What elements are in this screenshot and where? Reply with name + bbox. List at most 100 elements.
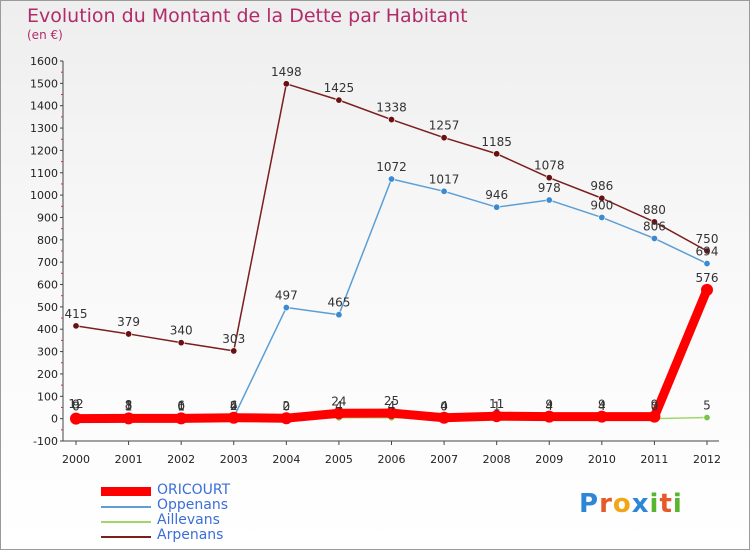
point-oricourt <box>280 412 293 425</box>
legend-label-aillevans: Aillevans <box>157 512 220 528</box>
brand-letter: i <box>649 489 660 519</box>
series-line-arpenans <box>75 83 708 352</box>
data-label-aillevans: 4 <box>388 399 396 413</box>
point-oricourt <box>122 412 135 425</box>
data-label-oppenans: 1017 <box>429 172 460 186</box>
data-label-oricourt: 576 <box>696 271 719 285</box>
point-oricourt <box>438 411 451 424</box>
data-label-arpenans: 880 <box>643 203 666 217</box>
y-tick-label: 100 <box>37 390 58 403</box>
data-label-oppenans: 12 <box>68 397 83 411</box>
brand-letter: t <box>659 489 673 519</box>
legend-item-arpenans[interactable]: Arpenans <box>101 527 301 545</box>
data-label-oppenans: 6 <box>177 398 185 412</box>
point-oppenans <box>282 304 290 312</box>
data-label-aillevans: 2 <box>230 399 238 413</box>
point-oricourt <box>543 410 556 423</box>
y-tick-label: 600 <box>37 279 58 292</box>
series-group <box>70 80 713 425</box>
x-tick-label: 2003 <box>220 453 248 466</box>
point-oppenans <box>493 203 501 211</box>
y-tick-label: 1500 <box>30 77 58 90</box>
point-oricourt <box>227 411 240 424</box>
data-label-arpenans: 340 <box>170 324 193 338</box>
point-arpenans <box>703 247 711 255</box>
data-label-aillevans: 9 <box>72 398 80 412</box>
y-tick-label: 300 <box>37 346 58 359</box>
x-tick-label: 2010 <box>588 453 616 466</box>
data-label-oricourt: 1 <box>125 399 133 413</box>
point-oricourt <box>595 410 608 423</box>
data-label-arpenans: 415 <box>65 307 88 321</box>
x-tick-label: 2001 <box>115 453 143 466</box>
data-label-arpenans: 1498 <box>271 65 302 79</box>
legend-item-oppenans[interactable]: Oppenans <box>101 497 301 515</box>
data-label-oricourt: 11 <box>489 397 504 411</box>
x-tick-label: 2011 <box>640 453 668 466</box>
point-arpenans <box>72 322 80 330</box>
point-oricourt <box>70 412 82 425</box>
y-tick-label: 400 <box>37 323 58 336</box>
legend-swatch-arpenans <box>101 536 151 538</box>
point-oppenans <box>545 196 553 204</box>
data-label-arpenans: 303 <box>222 332 245 346</box>
point-arpenans <box>335 96 343 104</box>
point-oricourt <box>175 412 188 425</box>
y-tick-label: 200 <box>37 368 58 381</box>
data-label-aillevans: 0 <box>177 400 185 414</box>
point-arpenans <box>230 347 238 355</box>
point-arpenans <box>493 150 501 158</box>
x-tick-label: 2004 <box>272 453 300 466</box>
point-arpenans <box>598 194 606 202</box>
data-label-oppenans: 694 <box>696 245 719 259</box>
point-arpenans <box>440 134 448 142</box>
point-oppenans <box>335 311 343 319</box>
proxiti-logo: Proxiti <box>579 489 683 519</box>
point-oricourt <box>490 410 503 423</box>
brand-letter: P <box>579 489 600 519</box>
legend-swatch-oricourt <box>101 487 151 496</box>
legend-label-arpenans: Arpenans <box>157 527 224 543</box>
point-oricourt <box>332 407 345 420</box>
data-label-arpenans: 1338 <box>376 101 407 115</box>
x-tick-label: 2006 <box>378 453 406 466</box>
point-oppenans <box>598 213 606 221</box>
data-label-oppenans: 6 <box>230 398 238 412</box>
data-label-aillevans: 3 <box>125 399 133 413</box>
data-label-oricourt: 9 <box>545 398 553 412</box>
data-label-arpenans: 1425 <box>324 81 355 95</box>
legend-item-aillevans[interactable]: Aillevans <box>101 512 301 530</box>
brand-letter: i <box>672 489 683 519</box>
data-label-arpenans: 379 <box>117 315 140 329</box>
data-label-oppenans: 946 <box>485 188 508 202</box>
data-label-oppenans: 8 <box>125 398 133 412</box>
data-label-aillevans: 4 <box>598 399 606 413</box>
data-label-oricourt: 1 <box>177 399 185 413</box>
data-label-arpenans: 750 <box>696 232 719 246</box>
legend-label-oppenans: Oppenans <box>157 497 229 513</box>
y-tick-label: 0 <box>51 413 58 426</box>
legend-item-oricourt[interactable]: ORICOURT <box>101 482 301 500</box>
data-label-oppenans: 978 <box>538 181 561 195</box>
x-tick-label: 2005 <box>325 453 353 466</box>
data-label-oppenans: 497 <box>275 289 298 303</box>
data-labels-group: 4153793403031498142513381257118510789868… <box>65 65 719 414</box>
point-arpenans <box>125 330 133 338</box>
brand-letter: x <box>631 489 650 519</box>
point-arpenans <box>650 218 658 226</box>
x-tick-label: 2000 <box>62 453 90 466</box>
data-label-oppenans: 806 <box>643 219 666 233</box>
point-oppenans <box>387 175 395 183</box>
data-label-aillevans: 5 <box>703 399 711 413</box>
data-label-aillevans: 0 <box>283 400 291 414</box>
data-label-oricourt: 9 <box>651 398 659 412</box>
legend: ORICOURT Oppenans Aillevans Arpenans <box>101 482 301 545</box>
data-label-aillevans: 1 <box>493 399 501 413</box>
x-tick-label: 2002 <box>167 453 195 466</box>
data-label-aillevans: 4 <box>335 399 343 413</box>
data-label-aillevans: 0 <box>651 400 659 414</box>
data-label-oricourt: 9 <box>598 398 606 412</box>
chart-subtitle: (en €) <box>27 28 63 42</box>
series-line-oppenans <box>75 178 708 419</box>
